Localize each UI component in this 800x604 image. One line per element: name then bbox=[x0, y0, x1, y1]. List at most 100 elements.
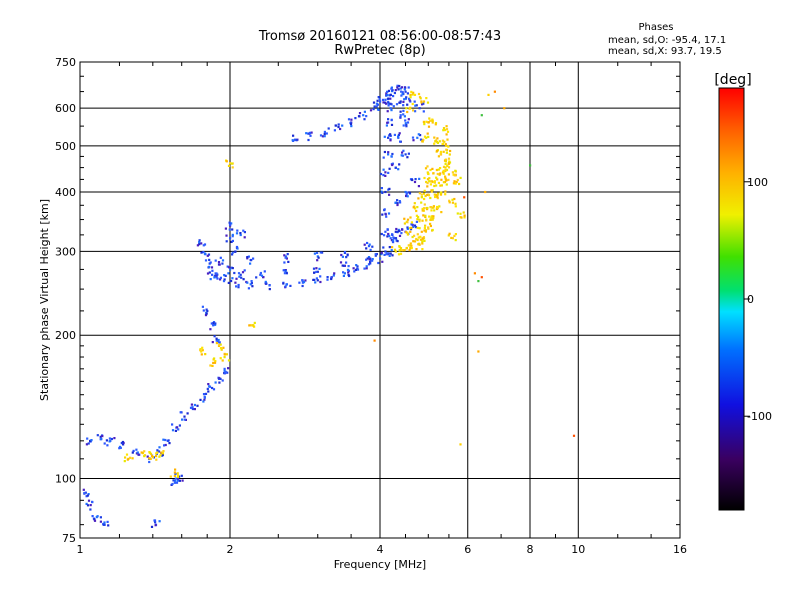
o-echo-point bbox=[421, 103, 424, 106]
o-echo-point bbox=[392, 239, 395, 242]
x-echo-point bbox=[462, 211, 465, 214]
x-echo-point bbox=[433, 184, 436, 188]
o-echo-point bbox=[212, 388, 216, 391]
x-echo-point bbox=[442, 172, 445, 175]
o-echo-point bbox=[410, 223, 413, 226]
o-echo-point bbox=[163, 444, 166, 447]
o-echo-point bbox=[234, 250, 237, 253]
o-echo-point bbox=[384, 250, 387, 253]
o-echo-point bbox=[85, 495, 88, 498]
x-echo-point bbox=[444, 144, 448, 147]
x-echo-point bbox=[412, 109, 415, 112]
o-echo-point bbox=[411, 223, 414, 226]
x-echo-point bbox=[446, 138, 449, 141]
phase-colorbar: [deg] 100 0 -100 bbox=[714, 72, 772, 511]
o-echo-point bbox=[366, 241, 369, 245]
o-echo-point bbox=[198, 243, 201, 246]
o-echo-point bbox=[354, 117, 357, 120]
o-echo-point bbox=[388, 246, 391, 249]
o-echo-point bbox=[367, 263, 371, 266]
x-echo-point bbox=[417, 197, 420, 200]
o-echo-point bbox=[287, 260, 290, 263]
o-echo-point bbox=[196, 404, 199, 407]
o-echo-point bbox=[385, 92, 388, 95]
o-echo-point bbox=[417, 133, 420, 136]
x-echo-point bbox=[451, 237, 454, 240]
o-echo-point bbox=[386, 228, 389, 231]
x-echo-point bbox=[409, 96, 412, 99]
x-echo-point bbox=[458, 182, 461, 186]
x-echo-point bbox=[453, 197, 456, 201]
o-echo-point bbox=[387, 104, 390, 107]
x-echo-point bbox=[227, 359, 231, 362]
x-echo-point bbox=[413, 207, 417, 210]
o-echo-point bbox=[398, 163, 401, 166]
o-echo-point bbox=[384, 213, 387, 216]
x-echo-point bbox=[429, 218, 432, 221]
x-echo-point bbox=[447, 166, 451, 169]
x-echo-point bbox=[425, 120, 428, 123]
o-echo-point bbox=[398, 84, 401, 88]
x-tick-label: 4 bbox=[377, 543, 384, 556]
o-echo-point bbox=[203, 243, 207, 246]
x-echo-point bbox=[204, 353, 207, 356]
o-echo-point bbox=[358, 112, 362, 115]
o-echo-point bbox=[241, 271, 245, 274]
x-echo-point bbox=[174, 468, 177, 471]
x-echo-point bbox=[418, 218, 421, 221]
o-echo-point bbox=[268, 284, 271, 287]
o-echo-point bbox=[226, 371, 229, 374]
x-echo-point bbox=[126, 458, 129, 461]
x-echo-point bbox=[422, 214, 425, 217]
o-echo-point bbox=[382, 174, 385, 177]
o-echo-point bbox=[91, 501, 94, 504]
o-echo-point bbox=[393, 91, 396, 95]
x-tick-label: 2 bbox=[227, 543, 234, 556]
x-echo-point bbox=[402, 249, 405, 252]
outlier-echo-point bbox=[487, 93, 490, 96]
x-echo-point bbox=[451, 201, 454, 204]
o-echo-point bbox=[207, 383, 210, 386]
x-echo-point bbox=[399, 252, 403, 255]
x-echo-point bbox=[442, 165, 446, 168]
o-echo-point bbox=[396, 203, 399, 207]
o-echo-point bbox=[390, 119, 393, 122]
o-echo-point bbox=[387, 97, 390, 100]
x-tick-label: 6 bbox=[464, 543, 471, 556]
o-echo-point bbox=[378, 97, 381, 101]
o-echo-point bbox=[108, 437, 111, 440]
x-echo-point bbox=[429, 180, 432, 183]
x-echo-point bbox=[400, 249, 404, 252]
x-echo-point bbox=[433, 181, 436, 184]
x-echo-point bbox=[463, 214, 466, 217]
o-echo-point bbox=[390, 123, 394, 126]
x-echo-point bbox=[176, 474, 180, 477]
x-echo-point bbox=[155, 455, 158, 458]
x-echo-point bbox=[405, 107, 408, 110]
x-echo-point bbox=[123, 460, 126, 463]
o-echo-point bbox=[249, 283, 252, 286]
x-echo-point bbox=[445, 179, 448, 182]
o-echo-point bbox=[384, 230, 387, 233]
o-echo-point bbox=[301, 279, 304, 282]
outlier-echo-point bbox=[480, 276, 483, 279]
o-echo-point bbox=[131, 451, 134, 454]
o-echo-point bbox=[225, 234, 228, 237]
x-echo-point bbox=[434, 140, 437, 143]
o-echo-point bbox=[250, 280, 253, 283]
o-echo-point bbox=[213, 274, 216, 277]
x-echo-point bbox=[445, 168, 449, 172]
outlier-echo-point bbox=[373, 339, 376, 342]
o-echo-point bbox=[118, 447, 121, 450]
echo-points bbox=[82, 84, 576, 528]
o-echo-point bbox=[227, 281, 230, 284]
o-echo-point bbox=[337, 123, 340, 126]
o-echo-point bbox=[218, 263, 221, 266]
x-echo-point bbox=[398, 245, 401, 248]
x-echo-point bbox=[421, 209, 424, 212]
o-echo-point bbox=[83, 492, 86, 495]
x-echo-point bbox=[431, 121, 434, 124]
o-echo-point bbox=[412, 225, 415, 228]
